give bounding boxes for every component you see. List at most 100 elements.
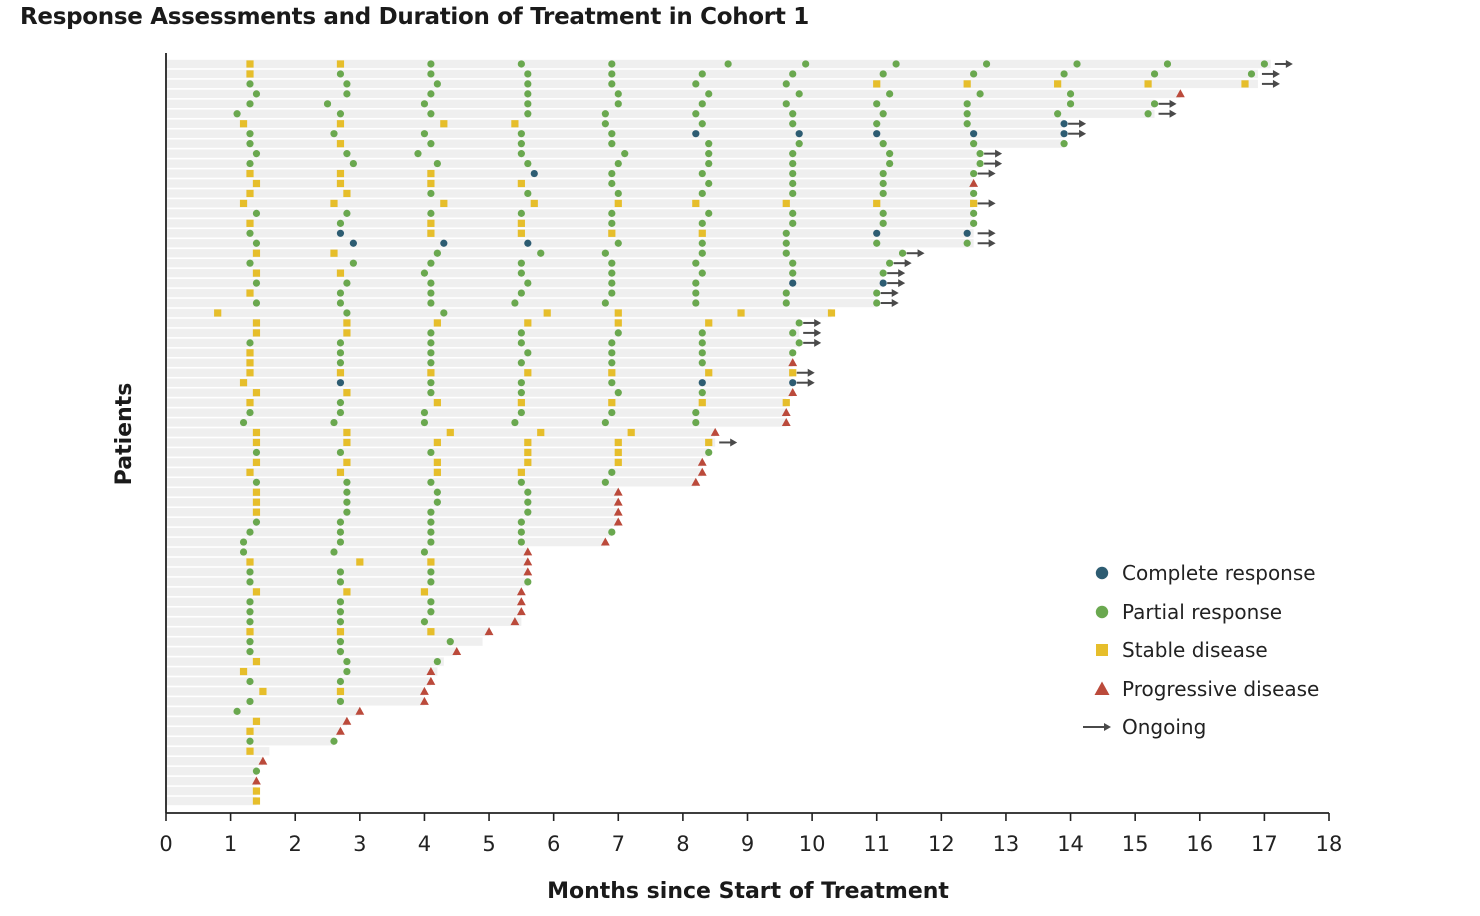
progressive-disease-marker (781, 407, 791, 416)
x-tick-label: 1 (224, 832, 237, 856)
partial-response-marker (246, 259, 254, 267)
partial-response-marker (795, 319, 803, 327)
patient-bar (166, 707, 360, 716)
partial-response-marker (782, 239, 790, 247)
partial-response-marker (524, 488, 532, 496)
patient-bar (166, 59, 1271, 69)
progressive-disease-marker (788, 388, 798, 397)
partial-response-marker (343, 279, 351, 287)
stable-disease-marker (252, 787, 261, 795)
partial-response-marker (537, 249, 545, 257)
partial-response-marker (698, 169, 706, 178)
partial-response-marker (427, 578, 435, 586)
partial-response-marker (963, 100, 971, 108)
patient-bar (166, 249, 903, 258)
partial-response-marker (698, 189, 706, 198)
patient-bar (166, 418, 787, 427)
partial-response-marker (246, 648, 254, 656)
partial-response-marker (336, 448, 345, 457)
partial-response-marker (879, 179, 887, 188)
partial-response-marker (879, 70, 887, 78)
partial-response-marker (614, 329, 622, 337)
partial-response-marker (252, 239, 261, 247)
stable-disease-marker (1241, 80, 1249, 88)
progressive-disease-marker (252, 776, 261, 785)
partial-response-marker (608, 468, 616, 476)
partial-response-marker (336, 518, 345, 526)
progressive-disease-marker (613, 517, 623, 526)
patient-bar (166, 776, 257, 786)
partial-response-marker (692, 279, 700, 287)
stable-disease-marker (330, 199, 338, 208)
complete-response-marker (789, 379, 797, 387)
stable-disease-marker (252, 498, 261, 506)
ongoing-arrow (719, 438, 738, 447)
stable-disease-marker (252, 428, 261, 437)
stable-disease-marker (246, 169, 254, 178)
partial-response-marker (524, 189, 532, 198)
progressive-disease-marker (697, 457, 707, 466)
patient-bar (166, 627, 490, 636)
progressive-disease-marker (613, 487, 623, 496)
ongoing-arrow (880, 289, 899, 298)
patient-bar (166, 179, 974, 188)
partial-response-marker (427, 339, 435, 347)
ongoing-arrow (880, 299, 899, 308)
partial-response-marker (705, 140, 713, 148)
stable-disease-marker (433, 399, 441, 407)
partial-response-marker (252, 478, 261, 486)
ongoing-arrow (984, 149, 1003, 158)
partial-response-marker (608, 209, 616, 217)
partial-response-marker (963, 110, 971, 118)
partial-response-marker (517, 339, 525, 347)
partial-response-marker (782, 80, 790, 88)
x-tick-label: 12 (928, 832, 955, 856)
partial-response-marker (782, 249, 790, 257)
partial-response-marker (343, 80, 351, 88)
ongoing-arrow (803, 328, 822, 337)
ongoing-arrow (977, 229, 996, 238)
patient-bar (166, 149, 981, 158)
stable-disease-marker (543, 309, 551, 317)
stable-disease-marker (214, 309, 222, 317)
partial-response-marker (879, 110, 887, 118)
patient-bar (166, 298, 877, 308)
partial-response-marker (427, 189, 435, 198)
stable-disease-marker (614, 199, 622, 208)
partial-response-marker (517, 150, 525, 158)
partial-response-marker (524, 90, 532, 98)
legend-label: Complete response (1122, 561, 1316, 586)
partial-response-marker (789, 110, 797, 118)
x-tick-label: 17 (1251, 832, 1278, 856)
partial-response-marker (1060, 140, 1068, 148)
partial-response-marker (608, 259, 616, 267)
stable-disease-marker (246, 468, 254, 476)
partial-response-marker (608, 179, 616, 188)
partial-response-marker (517, 538, 525, 546)
ongoing-arrow (1261, 69, 1280, 78)
partial-response-marker (246, 140, 254, 148)
stable-disease-marker (246, 369, 254, 377)
partial-response-marker (427, 70, 435, 78)
complete-response-marker (440, 239, 448, 247)
stable-disease-marker (336, 468, 345, 476)
partial-response-marker (433, 488, 441, 496)
partial-response-marker (336, 538, 345, 546)
stable-disease-marker (524, 458, 532, 466)
partial-response-marker (349, 159, 357, 168)
partial-response-marker (782, 229, 790, 237)
stable-disease-marker (614, 448, 622, 457)
stable-disease-marker (524, 319, 532, 327)
partial-response-marker (252, 90, 261, 98)
partial-response-marker (420, 408, 429, 417)
stable-disease-marker (1144, 80, 1152, 88)
stable-disease-marker (698, 399, 706, 407)
patient-bar (166, 189, 974, 198)
partial-response-marker (524, 159, 532, 168)
partial-response-marker (239, 548, 248, 556)
partial-response-marker (427, 259, 435, 267)
ongoing-arrow (1158, 109, 1177, 118)
ongoing-arrow (1158, 99, 1177, 108)
partial-response-marker (1150, 70, 1159, 78)
complete-response-marker (1060, 130, 1068, 138)
